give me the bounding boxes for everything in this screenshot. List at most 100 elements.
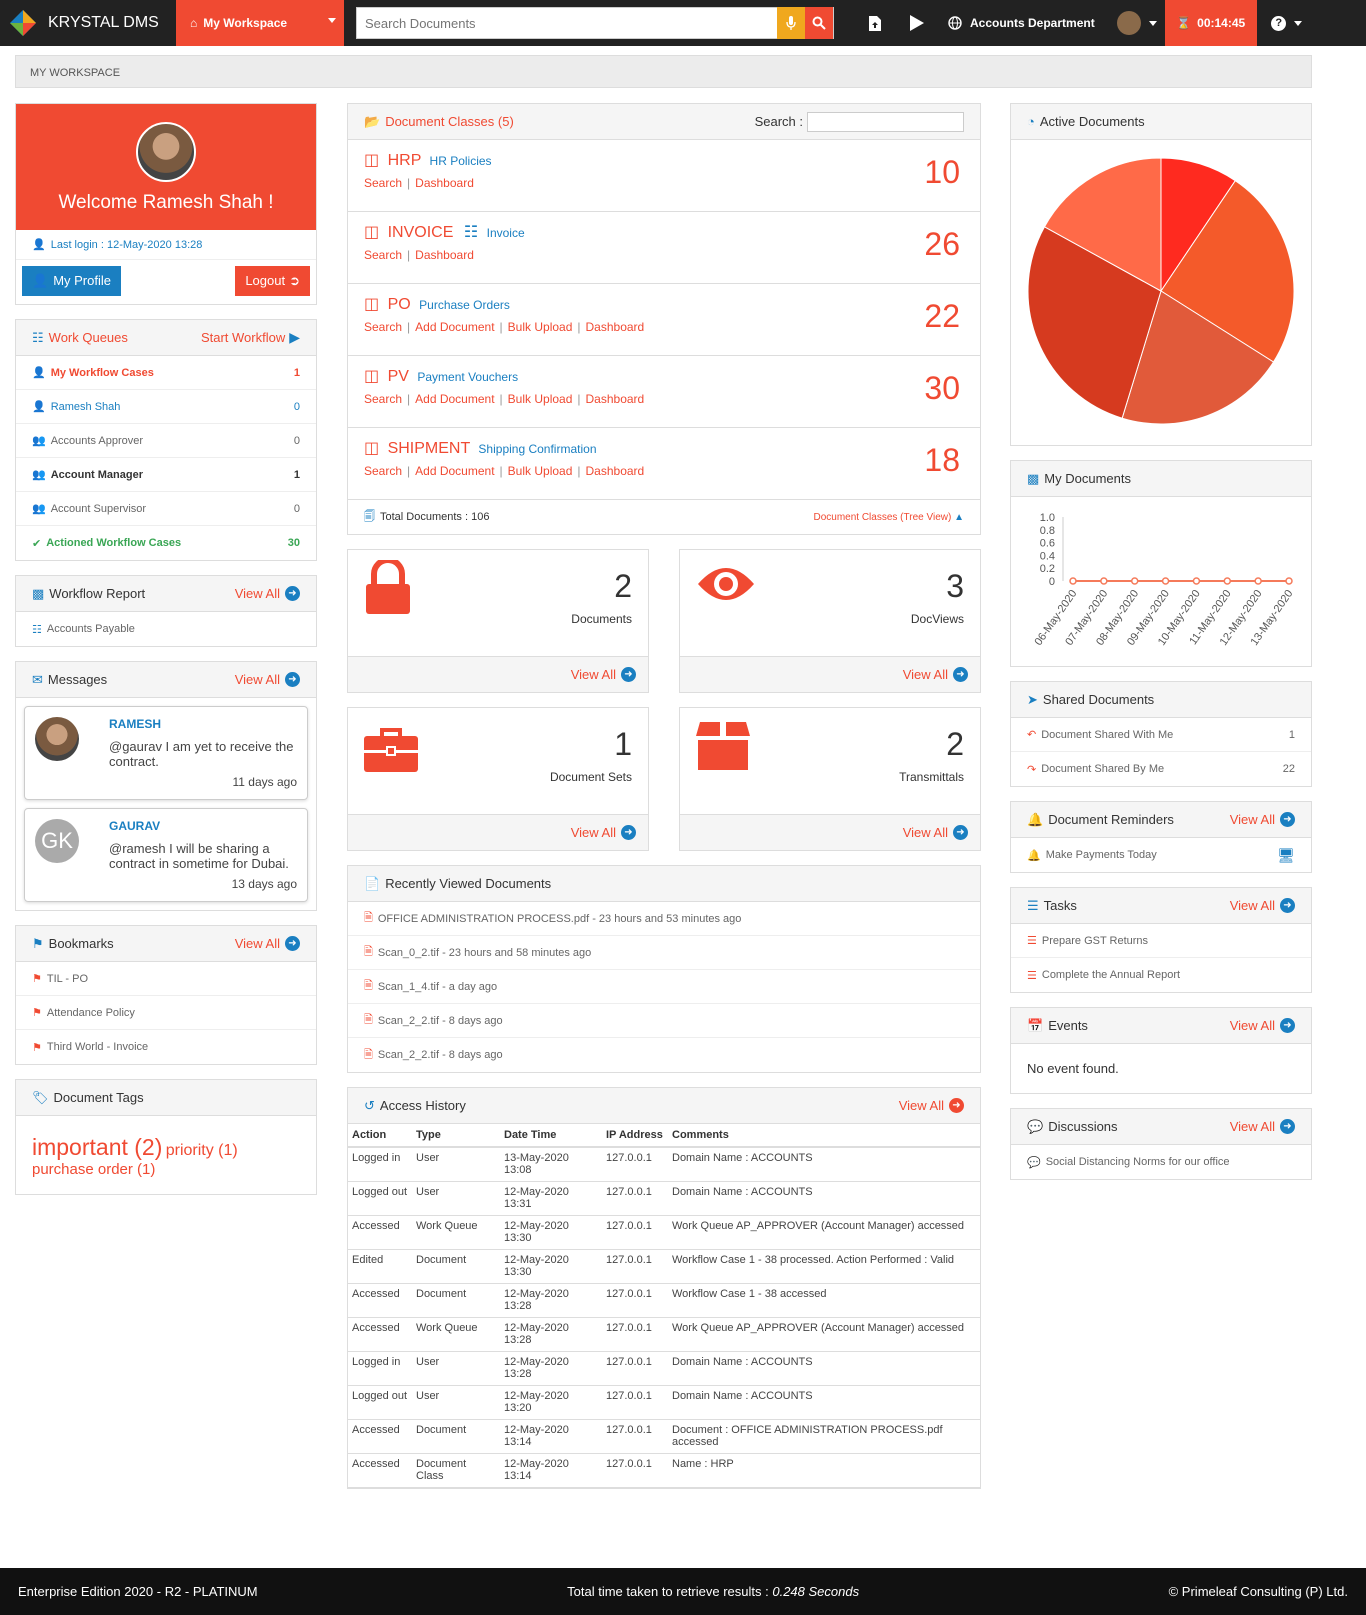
message-item[interactable]: GK GAURAV @ramesh I will be sharing a co… xyxy=(24,808,308,902)
tree-view-link[interactable]: Document Classes (Tree View) ▲ xyxy=(813,512,964,523)
table-header-cell[interactable]: Type xyxy=(412,1124,500,1148)
work-queue-item[interactable]: 👥 Account Supervisor 0 xyxy=(16,492,316,526)
table-row[interactable]: Logged out User 12-May-2020 13:20 127.0.0.1… xyxy=(348,1385,980,1420)
table-row[interactable]: Logged in User 13-May-2020 13:08 127.0.0.1 D… xyxy=(348,1147,980,1182)
view-all-link[interactable]: View All ➜ xyxy=(680,814,980,850)
task-item[interactable]: ☰ Prepare GST Returns xyxy=(1011,924,1311,958)
document-class-link[interactable]: Add Document xyxy=(415,320,495,334)
recent-document-item[interactable]: 🗎 Scan_2_2.tif - 8 days ago xyxy=(348,1004,980,1038)
start-workflow-link[interactable]: Start Workflow ▶ xyxy=(201,329,300,346)
document-class-link[interactable]: Search xyxy=(364,320,403,334)
document-class-link[interactable]: Dashboard xyxy=(415,248,474,262)
table-row[interactable]: Accessed Document Class 12-May-2020 13:14 1… xyxy=(348,1453,980,1488)
recent-document-item[interactable]: 🗎 Scan_2_2.tif - 8 days ago xyxy=(348,1038,980,1072)
table-row[interactable]: Accessed Document 12-May-2020 13:14 127.0.0… xyxy=(348,1419,980,1454)
pie-slice[interactable] xyxy=(1160,157,1236,293)
task-item[interactable]: ☰ Complete the Annual Report xyxy=(1011,958,1311,992)
table-row[interactable]: Logged out User 12-May-2020 13:31 127.0.0.1… xyxy=(348,1181,980,1216)
work-queue-item[interactable]: 👥 Accounts Approver 0 xyxy=(16,424,316,458)
table-header-cell[interactable]: Date Time xyxy=(500,1124,602,1148)
upload-button[interactable] xyxy=(854,0,896,46)
my-profile-button[interactable]: 👤 My Profile xyxy=(22,266,121,296)
data-point[interactable] xyxy=(1254,577,1262,585)
search-button[interactable] xyxy=(805,7,833,39)
document-class-link[interactable]: Dashboard xyxy=(415,176,474,190)
bookmark-item[interactable]: ⚑ TIL - PO xyxy=(16,962,316,996)
message-item[interactable]: RAMESH @gaurav I am yet to receive the c… xyxy=(24,706,308,800)
data-point[interactable] xyxy=(1069,577,1077,585)
document-class-link[interactable]: Bulk Upload xyxy=(507,464,573,478)
table-row[interactable]: Logged in User 12-May-2020 13:28 127.0.0.1 D… xyxy=(348,1351,980,1386)
document-class-link[interactable]: Search xyxy=(364,248,403,262)
data-point[interactable] xyxy=(1192,577,1201,585)
table-row[interactable]: Accessed Document 12-May-2020 13:28 127.0.0… xyxy=(348,1283,980,1318)
work-queue-item[interactable]: 👤 My Workflow Cases 1 xyxy=(16,356,316,390)
view-all-link[interactable]: View All ➜ xyxy=(1230,898,1295,913)
view-all-link[interactable]: View All ➜ xyxy=(1230,812,1295,827)
document-class-name[interactable]: ◫ PO Purchase Orders xyxy=(364,294,964,314)
bookmark-item[interactable]: ⚑ Attendance Policy xyxy=(16,996,316,1030)
tag-priority[interactable]: priority (1) xyxy=(165,1142,238,1159)
view-all-link[interactable]: View All ➜ xyxy=(235,586,300,601)
recent-document-item[interactable]: 🗎 Scan_1_4.tif - a day ago xyxy=(348,970,980,1004)
view-all-link[interactable]: View All ➜ xyxy=(348,814,648,850)
workflow-report-item[interactable]: ☷ Accounts Payable xyxy=(16,612,316,646)
bookmark-item[interactable]: ⚑ Third World - Invoice xyxy=(16,1030,316,1064)
data-point[interactable] xyxy=(1161,577,1170,585)
data-point[interactable] xyxy=(1100,577,1108,585)
table-row[interactable]: Accessed Work Queue 12-May-2020 13:28 127.0… xyxy=(348,1317,980,1352)
pie-slice[interactable] xyxy=(1027,226,1162,419)
microphone-button[interactable] xyxy=(777,7,805,39)
work-queue-item[interactable]: 👤 Ramesh Shah 0 xyxy=(16,390,316,424)
view-all-link[interactable]: View All ➜ xyxy=(1230,1018,1295,1033)
pie-slice[interactable] xyxy=(1121,290,1275,425)
document-class-link[interactable]: Bulk Upload xyxy=(507,392,573,406)
shared-item[interactable]: ↷ Document Shared By Me 22 xyxy=(1011,752,1311,786)
table-header-cell[interactable]: IP Address xyxy=(602,1124,668,1148)
document-class-link[interactable]: Search xyxy=(364,392,403,406)
session-timer[interactable]: ⌛ 00:14:45 xyxy=(1164,0,1257,46)
document-class-link[interactable]: Add Document xyxy=(415,464,495,478)
view-all-link[interactable]: View All ➜ xyxy=(235,936,300,951)
department-selector[interactable]: Accounts Department xyxy=(938,16,1105,30)
data-point[interactable] xyxy=(1285,577,1293,585)
reminder-item[interactable]: 🔔 Make Payments Today 🖥 xyxy=(1011,838,1311,872)
document-class-link[interactable]: Search xyxy=(364,176,403,190)
table-row[interactable]: Edited Document 12-May-2020 13:30 127.0.0.1… xyxy=(348,1249,980,1284)
table-header-cell[interactable]: Action xyxy=(348,1124,412,1148)
document-class-link[interactable]: Add Document xyxy=(415,392,495,406)
view-all-link[interactable]: View All ➜ xyxy=(235,672,300,687)
shared-item[interactable]: ↶ Document Shared With Me 1 xyxy=(1011,718,1311,752)
logout-button[interactable]: Logout ➲ xyxy=(235,266,310,296)
tag-important[interactable]: important (2) xyxy=(32,1134,163,1160)
table-header-cell[interactable]: Comments xyxy=(668,1124,980,1148)
document-class-name[interactable]: ◫ INVOICE ☷ Invoice xyxy=(364,222,964,242)
user-menu[interactable] xyxy=(1109,11,1165,35)
view-all-link[interactable]: View All ➜ xyxy=(1230,1119,1295,1134)
document-class-link[interactable]: Search xyxy=(364,464,403,478)
document-class-name[interactable]: ◫ PV Payment Vouchers xyxy=(364,366,964,386)
view-all-link[interactable]: View All ➜ xyxy=(680,656,980,692)
discussion-item[interactable]: 💬 Social Distancing Norms for our office xyxy=(1011,1145,1311,1179)
document-class-name[interactable]: ◫ SHIPMENT Shipping Confirmation xyxy=(364,438,964,458)
play-button[interactable] xyxy=(896,0,938,46)
document-class-link[interactable]: Dashboard xyxy=(585,392,645,406)
recent-document-item[interactable]: 🗎 Scan_0_2.tif - 23 hours and 58 minutes … xyxy=(348,936,980,970)
document-class-link[interactable]: Bulk Upload xyxy=(507,320,573,334)
document-class-link[interactable]: Dashboard xyxy=(585,464,645,478)
brand[interactable]: KRYSTAL DMS xyxy=(0,0,176,46)
table-row[interactable]: Accessed Work Queue 12-May-2020 13:30 127.0… xyxy=(348,1215,980,1250)
view-all-link[interactable]: View All ➜ xyxy=(348,656,648,692)
workspace-menu[interactable]: ⌂ My Workspace xyxy=(176,0,344,46)
document-class-name[interactable]: ◫ HRP HR Policies xyxy=(364,150,964,170)
data-point[interactable] xyxy=(1130,577,1139,585)
view-all-link[interactable]: View All ➜ xyxy=(899,1098,964,1113)
work-queue-item[interactable]: ✔ Actioned Workflow Cases 30 xyxy=(16,526,316,560)
pie-slice[interactable] xyxy=(1043,157,1162,292)
search-input[interactable] xyxy=(357,8,777,38)
recent-document-item[interactable]: 🗎 OFFICE ADMINISTRATION PROCESS.pdf - 23 … xyxy=(348,902,980,936)
help-menu[interactable]: ? xyxy=(1257,0,1317,46)
pie-slice[interactable] xyxy=(1160,179,1295,363)
work-queue-item[interactable]: 👥 Account Manager 1 xyxy=(16,458,316,492)
document-classes-search-input[interactable] xyxy=(807,111,964,132)
